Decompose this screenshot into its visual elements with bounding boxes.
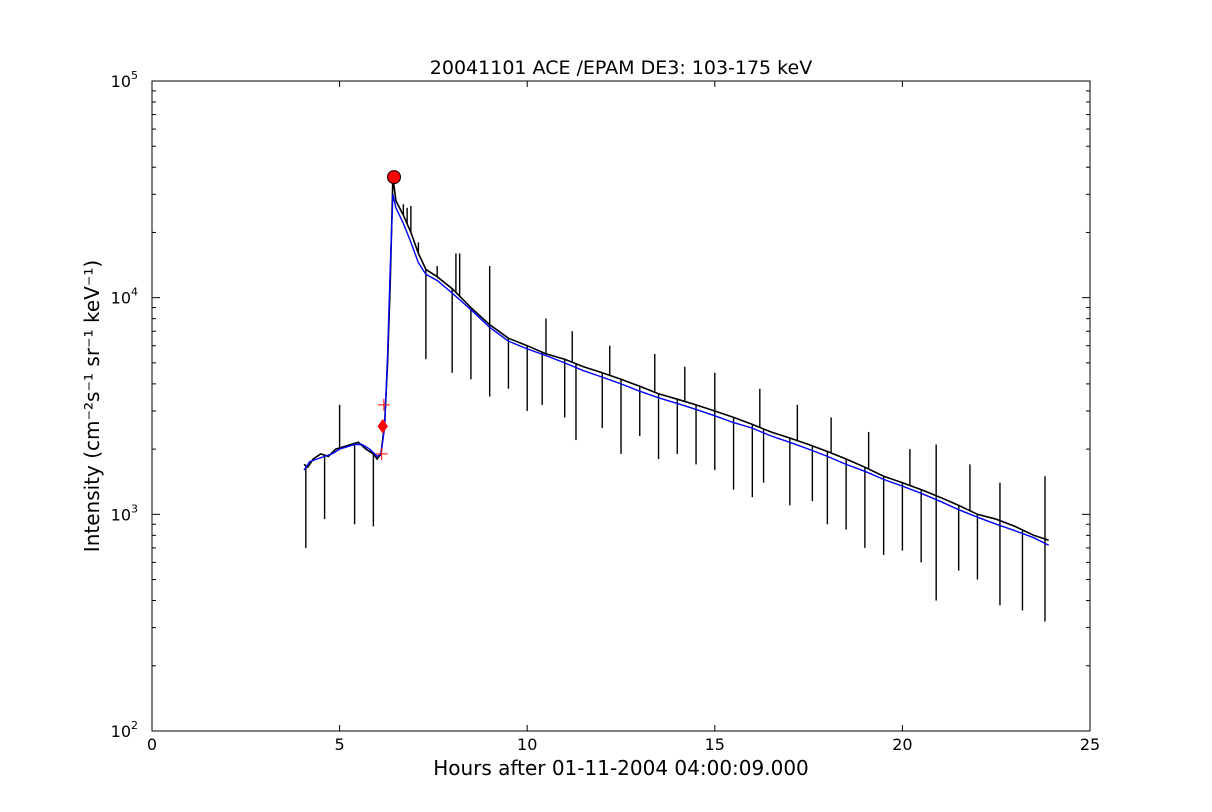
- x-tick-label: 10: [517, 735, 537, 754]
- series-line-smoothed: [303, 194, 1050, 546]
- x-axis-label: Hours after 01-11-2004 04:00:09.000: [433, 756, 809, 780]
- x-tick-label: 25: [1080, 735, 1100, 754]
- chart-title: 20041101 ACE /EPAM DE3: 103-175 keV: [430, 57, 812, 79]
- y-tick-label: 103: [111, 502, 138, 524]
- plus-marker: [375, 447, 388, 460]
- y-tick-exponent: 5: [131, 69, 138, 82]
- plus-marker: [377, 398, 390, 411]
- series-layer: [303, 176, 1050, 622]
- y-tick-exponent: 2: [131, 719, 138, 732]
- marker-layer: [375, 170, 402, 460]
- x-tick-label: 20: [892, 735, 912, 754]
- y-tick-label: 102: [111, 719, 138, 741]
- y-tick-label: 104: [111, 286, 138, 308]
- peak-marker: [387, 170, 402, 185]
- x-tick-label: 15: [705, 735, 725, 754]
- x-tick-label: 0: [147, 735, 157, 754]
- y-tick-label: 105: [111, 69, 138, 91]
- x-tick-label: 5: [335, 735, 345, 754]
- series-line-raw: [303, 176, 1049, 541]
- y-tick-exponent: 3: [131, 502, 138, 515]
- y-tick-exponent: 4: [131, 286, 138, 299]
- y-axis-label: Intensity (cm⁻²s⁻¹ sr⁻¹ keV⁻¹): [80, 260, 104, 552]
- onset-marker: [377, 418, 388, 434]
